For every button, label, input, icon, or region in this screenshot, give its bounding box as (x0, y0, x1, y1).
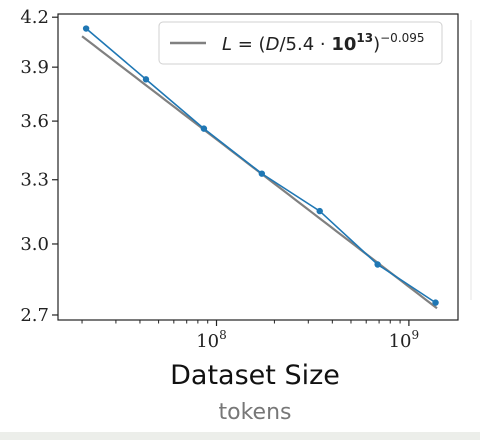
y-tick-label: 3.6 (20, 111, 49, 132)
data-point (432, 299, 439, 306)
y-tick-label: 3.0 (20, 234, 49, 255)
data-point (374, 261, 381, 268)
legend: L = (D/5.4 · 1013)−0.095 (158, 21, 443, 65)
y-tick-label: 3.3 (20, 170, 49, 191)
x-axis-subtitle: tokens (218, 400, 292, 425)
y-tick-label: 2.7 (20, 305, 49, 326)
data-point (142, 76, 150, 83)
bottom-band (0, 432, 480, 440)
y-tick-label: 3.9 (20, 57, 49, 78)
x-tick-label: 108 (196, 328, 227, 352)
data-point (316, 207, 323, 215)
measured-line (85, 27, 436, 304)
data-point (258, 170, 266, 177)
plot-area: 108 109 2.7 3.0 3.3 3.6 3.9 4.2 L = (D/5.4 · 101… (20, 7, 472, 352)
x-axis-title: Dataset Size (170, 360, 340, 391)
legend-label: L = (D/5.4 · 1013)−0.095 (222, 31, 425, 55)
legend-box (158, 21, 443, 65)
data-point (82, 25, 90, 32)
data-point (200, 125, 208, 132)
plot-frame (57, 13, 459, 321)
y-tick-label: 4.2 (20, 7, 49, 28)
x-tick-label: 109 (389, 328, 420, 352)
